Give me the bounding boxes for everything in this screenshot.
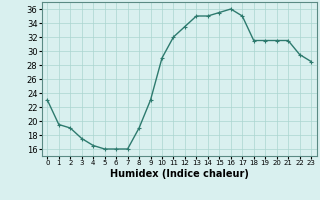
X-axis label: Humidex (Indice chaleur): Humidex (Indice chaleur)	[110, 169, 249, 179]
